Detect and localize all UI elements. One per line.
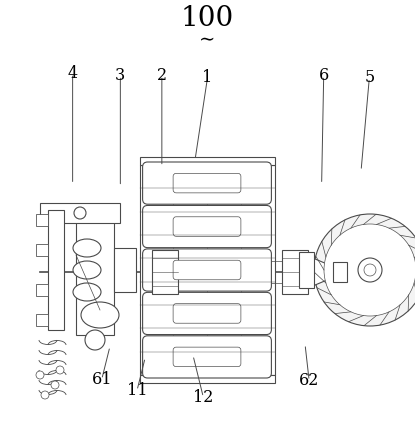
Text: 2: 2 xyxy=(157,67,167,84)
Bar xyxy=(139,165,274,375)
Text: 11: 11 xyxy=(127,382,147,399)
FancyBboxPatch shape xyxy=(173,347,241,367)
Text: 1: 1 xyxy=(203,69,212,86)
Bar xyxy=(282,250,308,294)
Bar xyxy=(36,284,48,296)
Bar xyxy=(139,157,274,165)
Text: 5: 5 xyxy=(364,69,374,86)
Circle shape xyxy=(364,264,376,276)
FancyBboxPatch shape xyxy=(173,217,241,236)
Circle shape xyxy=(314,214,415,326)
Text: 12: 12 xyxy=(193,389,214,406)
Circle shape xyxy=(74,207,86,219)
FancyBboxPatch shape xyxy=(173,173,241,193)
Bar xyxy=(152,250,178,294)
Text: ∼: ∼ xyxy=(199,31,216,49)
Bar xyxy=(139,375,274,383)
FancyBboxPatch shape xyxy=(143,336,271,378)
Text: 3: 3 xyxy=(115,67,125,84)
FancyBboxPatch shape xyxy=(143,249,271,291)
Ellipse shape xyxy=(73,239,101,257)
Circle shape xyxy=(85,330,105,350)
Ellipse shape xyxy=(73,283,101,301)
Circle shape xyxy=(36,371,44,379)
Circle shape xyxy=(56,366,64,374)
Text: 61: 61 xyxy=(91,371,112,388)
Bar xyxy=(333,262,347,282)
Bar xyxy=(299,252,314,288)
FancyBboxPatch shape xyxy=(143,292,271,334)
Text: 62: 62 xyxy=(299,373,320,389)
Text: 4: 4 xyxy=(68,65,78,82)
Text: 6: 6 xyxy=(319,67,329,84)
Bar xyxy=(40,203,120,223)
FancyBboxPatch shape xyxy=(143,206,271,248)
Ellipse shape xyxy=(81,302,119,328)
Ellipse shape xyxy=(73,261,101,279)
FancyBboxPatch shape xyxy=(173,260,241,280)
Bar xyxy=(76,205,114,335)
Circle shape xyxy=(51,381,59,389)
Circle shape xyxy=(358,258,382,282)
Text: 100: 100 xyxy=(181,5,234,32)
Bar xyxy=(48,210,64,330)
Circle shape xyxy=(41,391,49,399)
Bar xyxy=(36,244,48,256)
FancyBboxPatch shape xyxy=(143,162,271,204)
Circle shape xyxy=(324,224,415,316)
Bar xyxy=(36,314,48,326)
Bar xyxy=(36,214,48,226)
FancyBboxPatch shape xyxy=(173,304,241,323)
Bar xyxy=(114,248,136,292)
Polygon shape xyxy=(308,256,327,288)
